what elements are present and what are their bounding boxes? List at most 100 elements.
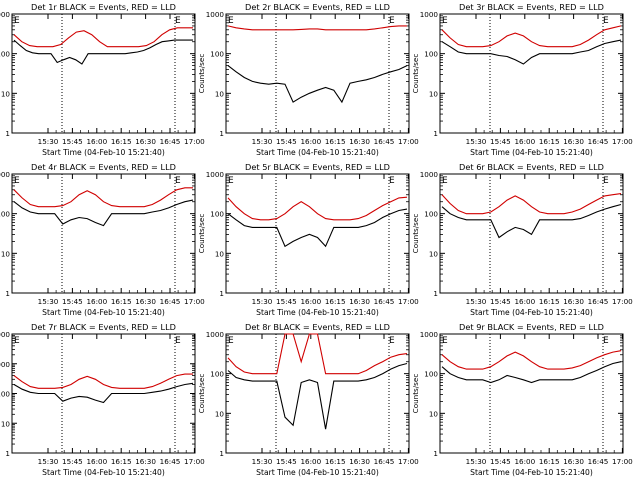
x-tick-label: 15:30 [38, 457, 59, 466]
y-tick-label: 10 [1, 419, 11, 428]
plot-frame [225, 173, 410, 294]
series-events-line [13, 199, 194, 227]
x-tick-label: 15:45 [490, 297, 511, 306]
x-tick-label: 16:00 [86, 137, 107, 146]
x-tick-label: 17:00 [612, 137, 633, 146]
series-events-line [227, 362, 408, 430]
plot-frame [439, 173, 624, 294]
panel-title: Det 2r BLACK = Events, RED = LLD [245, 2, 390, 12]
e-marker-left: E [14, 176, 20, 186]
panel-title: Det 1r BLACK = Events, RED = LLD [31, 2, 176, 12]
y-tick-label: 1000 [420, 170, 439, 179]
y-tick-label: 1000 [420, 10, 439, 19]
plot-frame [439, 333, 624, 454]
x-tick-label: 16:30 [563, 457, 584, 466]
x-tick-label: 15:45 [490, 457, 511, 466]
y-tick-label: 1 [433, 289, 438, 298]
e-marker-left: E [442, 16, 448, 26]
x-tick-label: 17:00 [398, 297, 419, 306]
x-tick-label: 16:15 [539, 457, 560, 466]
series-events-line [441, 361, 622, 384]
x-axis-label: Start Time (04-Feb-10 15:21:40) [42, 468, 165, 477]
y-tick-label: 1000 [0, 360, 10, 369]
series-lld-line [441, 25, 622, 48]
x-tick-label: 17:00 [612, 297, 633, 306]
y-tick-label: 10 [429, 409, 439, 418]
e-marker-left: E [228, 16, 234, 26]
series-events-line [13, 39, 193, 65]
x-tick-label: 16:30 [563, 297, 584, 306]
y-tick-label: 1 [219, 129, 224, 138]
x-tick-label: 15:45 [276, 137, 297, 146]
y-tick-label: 1000 [0, 10, 10, 19]
y-axis-label: Counts/sec [411, 374, 420, 414]
y-axis-label: Counts/sec [197, 214, 206, 254]
e-marker-left: E [442, 336, 448, 346]
e-marker-right: E [175, 176, 181, 186]
plot-frame [11, 173, 196, 294]
e-marker-right: E [603, 336, 609, 346]
e-marker-right: E [175, 16, 181, 26]
y-tick-label: 1 [5, 449, 10, 458]
x-tick-label: 16:15 [111, 137, 132, 146]
e-marker-right: E [389, 16, 395, 26]
y-tick-label: 100 [0, 50, 10, 59]
x-tick-label: 15:45 [276, 457, 297, 466]
x-tick-label: 15:30 [466, 297, 487, 306]
x-axis-label: Start Time (04-Feb-10 15:21:40) [470, 308, 593, 317]
x-tick-label: 15:45 [62, 457, 83, 466]
x-axis-label: Start Time (04-Feb-10 15:21:40) [42, 308, 165, 317]
x-tick-label: 16:00 [514, 297, 535, 306]
series-lld-line [441, 350, 622, 370]
panel-title: Det 5r BLACK = Events, RED = LLD [245, 162, 390, 172]
y-tick-label: 1 [5, 289, 10, 298]
x-tick-label: 16:45 [588, 297, 609, 306]
x-tick-label: 16:45 [374, 457, 395, 466]
y-tick-label: 10 [1, 89, 11, 98]
x-tick-label: 16:30 [563, 137, 584, 146]
plot-frame [225, 13, 410, 134]
y-tick-label: 100 [210, 210, 224, 219]
x-axis-label: Start Time (04-Feb-10 15:21:40) [256, 308, 379, 317]
y-axis-label: Counts/sec [197, 54, 206, 94]
x-tick-label: 17:00 [398, 137, 419, 146]
e-marker-right: E [389, 336, 395, 346]
x-tick-label: 16:30 [349, 137, 370, 146]
panel-det-1r: Det 1r BLACK = Events, RED = LLD 1 10 100 10… [0, 2, 205, 157]
x-tick-label: 15:30 [252, 457, 273, 466]
x-tick-label: 16:30 [349, 457, 370, 466]
x-tick-label: 16:30 [135, 457, 156, 466]
y-tick-label: 10 [1, 249, 11, 258]
plot-frame [439, 13, 624, 134]
panel-det-4r: Det 4r BLACK = Events, RED = LLD 1 10 100 10… [0, 162, 205, 317]
y-tick-label: 1 [219, 289, 224, 298]
series-lld-line [13, 187, 193, 208]
y-tick-label: 100 [0, 210, 10, 219]
y-tick-label: 1 [219, 449, 224, 458]
x-tick-label: 16:45 [588, 457, 609, 466]
x-axis-label: Start Time (04-Feb-10 15:21:40) [256, 468, 379, 477]
y-tick-label: 1 [433, 449, 438, 458]
y-tick-label: 100 [0, 390, 10, 399]
y-tick-label: 10 [215, 89, 225, 98]
x-tick-label: 16:00 [300, 297, 321, 306]
x-tick-label: 15:45 [276, 297, 297, 306]
series-lld-line [441, 193, 622, 215]
x-tick-label: 16:30 [135, 137, 156, 146]
series-events-line [13, 382, 194, 404]
x-axis-label: Start Time (04-Feb-10 15:21:40) [470, 148, 593, 157]
y-tick-label: 10 [429, 249, 439, 258]
y-axis-label: Counts/sec [411, 54, 420, 94]
e-marker-right: E [175, 336, 181, 346]
x-tick-label: 16:15 [325, 297, 346, 306]
panel-title: Det 3r BLACK = Events, RED = LLD [459, 2, 604, 12]
x-tick-label: 16:45 [374, 137, 395, 146]
x-tick-label: 15:30 [466, 137, 487, 146]
y-tick-label: 100 [424, 50, 438, 59]
x-tick-label: 15:45 [62, 297, 83, 306]
y-tick-label: 100 [210, 50, 224, 59]
panel-det-2r: Det 2r BLACK = Events, RED = LLD 1 10 100 10… [197, 2, 419, 157]
x-tick-label: 17:00 [184, 457, 205, 466]
series-lld-line [227, 333, 408, 375]
